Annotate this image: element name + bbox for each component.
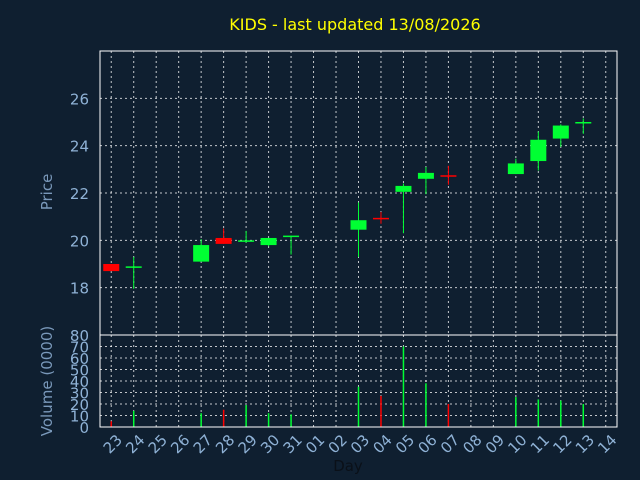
candle-body (575, 122, 592, 124)
volume-bar (200, 413, 202, 427)
candle-body (350, 220, 367, 230)
volume-bar (132, 410, 135, 427)
candle-body (283, 235, 300, 238)
volume-tick-label: 0 (79, 419, 89, 437)
volume-bar (267, 413, 270, 427)
x-axis-title: Day (333, 457, 363, 475)
candle-body (215, 237, 232, 244)
volume-bar (402, 346, 405, 427)
candle-body (417, 172, 434, 179)
volume-frame (99, 334, 618, 428)
candle-body (507, 163, 524, 175)
candle-body (372, 217, 389, 220)
volume-bar (447, 404, 450, 427)
price-tick-label: 18 (70, 280, 89, 298)
volume-bar (425, 383, 427, 427)
volume-tick-label: 40 (70, 373, 89, 391)
price-tick-label: 24 (70, 138, 89, 156)
volume-bar (380, 395, 382, 427)
price-tick-label: 26 (70, 90, 89, 108)
chart-title: KIDS - last updated 13/08/2026 (229, 15, 480, 34)
volume-bar (290, 414, 292, 427)
candle-body (238, 240, 255, 242)
volume-bar (110, 421, 112, 427)
price-axis-title: Price (38, 174, 56, 211)
candle-body (530, 139, 547, 162)
candle-body (103, 264, 120, 272)
candle-body (552, 125, 569, 139)
volume-tick-label: 60 (70, 350, 89, 368)
volume-bar (222, 409, 225, 427)
price-tick-label: 22 (70, 185, 89, 203)
volume-bar (245, 405, 247, 427)
volume-bar (537, 399, 540, 427)
candle-body (193, 245, 210, 262)
volume-tick-label: 30 (70, 385, 89, 403)
volume-bar (582, 404, 585, 427)
volume-tick-label: 10 (70, 408, 89, 426)
candle-body (440, 175, 457, 177)
candle-body (395, 185, 412, 192)
volume-tick-label: 70 (70, 339, 89, 357)
volume-tick-label: 20 (70, 396, 89, 414)
volume-tick-label: 80 (70, 327, 89, 345)
price-tick-label: 20 (70, 232, 89, 250)
volume-tick-label: 50 (70, 362, 89, 380)
volume-bar (357, 386, 360, 427)
volume-bar (515, 397, 517, 427)
volume-bar (560, 400, 562, 427)
price-panel: 18 20 22 24 26 (70, 50, 618, 336)
volume-axis-title: Volume (0000) (38, 326, 56, 436)
candle-body (260, 237, 277, 246)
candle-body (125, 266, 142, 268)
